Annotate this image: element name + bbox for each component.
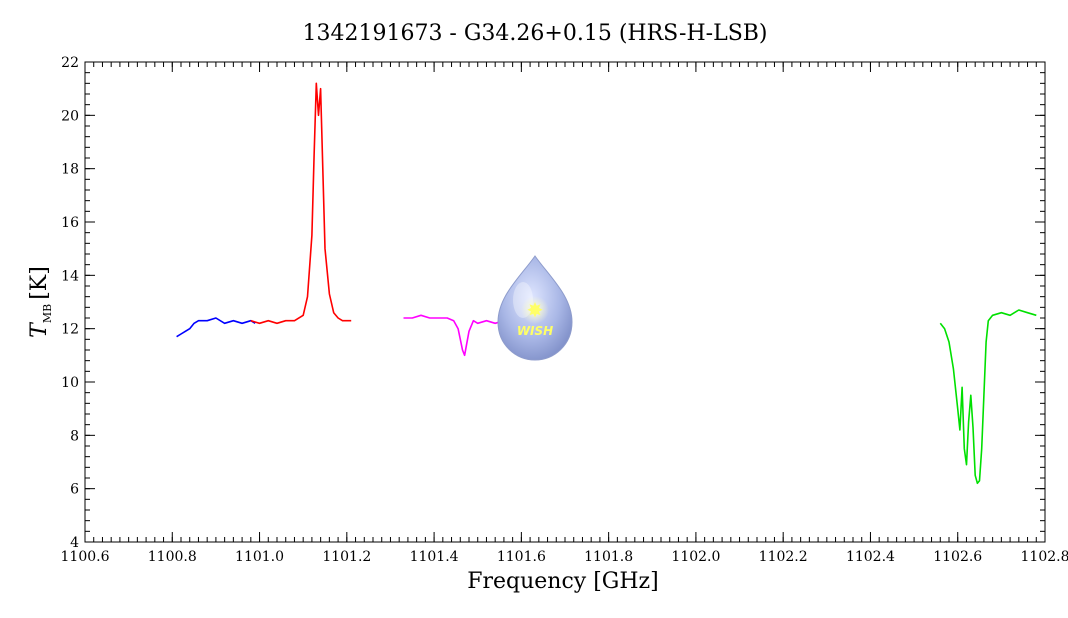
- y-axis-title: TMB [K]: [27, 266, 54, 338]
- x-tick-label: 1101.0: [235, 549, 284, 565]
- y-tick-label: 20: [61, 108, 79, 124]
- x-tick-label: 1101.6: [497, 549, 546, 565]
- x-tick-label: 1101.2: [322, 549, 371, 565]
- x-tick-label: 1102.8: [1021, 549, 1068, 565]
- y-tick-label: 18: [61, 162, 79, 178]
- series-line-3: [403, 314, 505, 357]
- y-tick-label: 12: [61, 322, 79, 338]
- y-axis-unit: [K]: [27, 266, 52, 300]
- y-tick-label: 14: [61, 268, 79, 284]
- y-tick-label: 4: [70, 535, 79, 551]
- x-axis: 1100.6 1100.8 1101.0 1101.2 1101.4 1101.6 1101…: [61, 62, 1068, 565]
- logo-text: WISH: [517, 324, 553, 338]
- x-tick-label: 1100.6: [61, 549, 110, 565]
- x-tick-label: 1102.0: [671, 549, 720, 565]
- x-tick-label: 1100.8: [148, 549, 197, 565]
- chart-title: 1342191673 - G34.26+0.15 (HRS-H-LSB): [302, 21, 767, 46]
- y-axis: 4 6 8 10 12 14 16 18 20 22: [61, 55, 1045, 551]
- x-tick-label: 1102.2: [759, 549, 808, 565]
- y-axis-symbol: T: [27, 321, 52, 338]
- x-tick-label: 1101.4: [410, 549, 459, 565]
- y-tick-label: 10: [61, 375, 79, 391]
- series-layer: [176, 82, 1037, 485]
- x-tick-label: 1102.6: [933, 549, 982, 565]
- y-tick-label: 22: [61, 55, 79, 71]
- y-axis-subscript: MB: [41, 304, 54, 323]
- y-tick-label: 8: [70, 428, 79, 444]
- x-tick-label: 1101.8: [584, 549, 633, 565]
- wish-logo: ✸ WISH: [497, 255, 573, 361]
- star-glow: [521, 296, 549, 324]
- series-line-4: [939, 309, 1037, 485]
- star-icon: ✸: [527, 298, 544, 322]
- x-tick-label: 1102.4: [846, 549, 895, 565]
- x-axis-title: Frequency [GHz]: [467, 569, 659, 594]
- y-tick-label: 6: [70, 482, 79, 498]
- series-line-1: [176, 317, 256, 338]
- y-tick-label: 16: [61, 215, 79, 231]
- series-line-2: [250, 82, 352, 325]
